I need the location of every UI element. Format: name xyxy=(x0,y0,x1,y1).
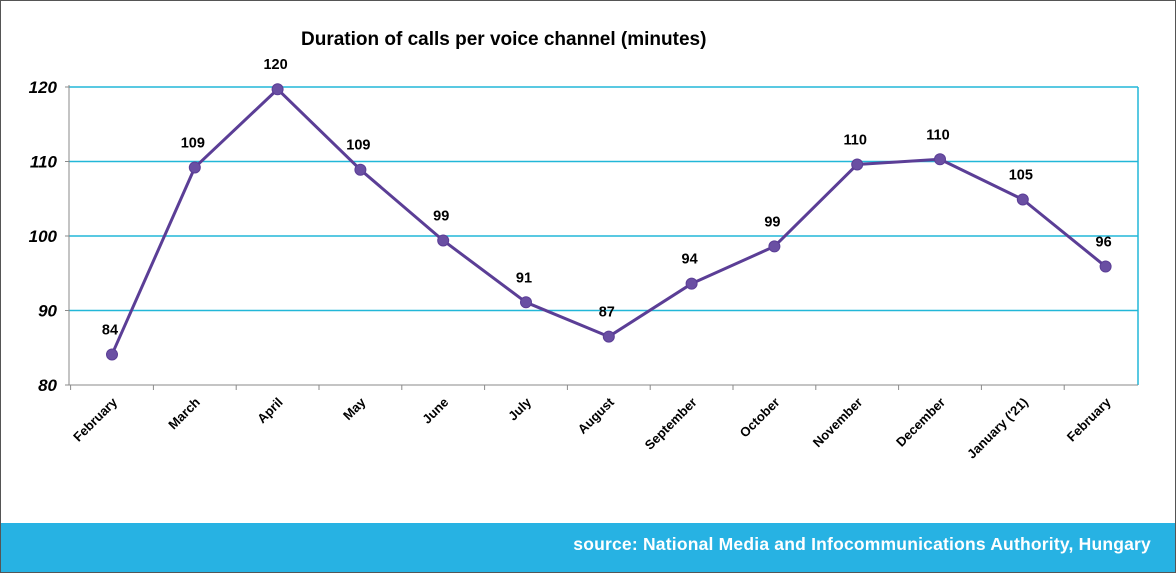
chart-title: Duration of calls per voice channel (min… xyxy=(301,29,707,50)
data-point xyxy=(520,296,532,309)
data-point xyxy=(934,153,946,166)
data-label: 110 xyxy=(926,127,949,143)
x-tick-label: November xyxy=(810,395,866,451)
data-label: 96 xyxy=(1096,235,1112,251)
data-point xyxy=(437,234,450,247)
y-tick-label: 90 xyxy=(38,302,57,321)
data-label: 120 xyxy=(263,57,287,73)
data-label: 109 xyxy=(181,135,205,151)
x-tick-label: August xyxy=(575,394,618,437)
x-tick-label: February xyxy=(1064,394,1114,444)
x-tick-label: March xyxy=(165,394,203,432)
x-tick-label: December xyxy=(893,395,948,450)
x-tick-label: July xyxy=(505,394,535,424)
data-label: 109 xyxy=(346,138,370,154)
data-point xyxy=(768,240,781,253)
data-label: 105 xyxy=(1009,167,1033,183)
x-tick-label: October xyxy=(737,395,783,441)
data-point xyxy=(851,158,864,171)
data-point xyxy=(1016,193,1029,206)
data-point xyxy=(354,163,367,176)
line-chart: 80 90 100 110 120 February March April May June Ju… xyxy=(29,57,1139,462)
data-label: 91 xyxy=(516,270,532,286)
data-point xyxy=(188,161,201,174)
y-tick-label: 80 xyxy=(38,376,57,395)
y-tick-label: 100 xyxy=(29,227,58,246)
data-label: 84 xyxy=(102,322,118,338)
data-label: 99 xyxy=(433,208,449,224)
data-point xyxy=(602,330,615,343)
x-tick-label: June xyxy=(419,395,451,427)
data-label: 94 xyxy=(682,252,698,268)
y-tick-label: 120 xyxy=(29,78,58,97)
x-tick-label: January ('21) xyxy=(964,395,1031,462)
x-tick-label: April xyxy=(254,395,286,427)
x-tick-label: May xyxy=(340,394,369,423)
x-tick-label: February xyxy=(70,394,120,444)
data-label: 99 xyxy=(764,214,780,230)
data-point xyxy=(106,348,118,361)
data-point xyxy=(271,83,284,96)
data-label: 110 xyxy=(843,132,866,148)
y-tick-label: 110 xyxy=(30,153,58,172)
source-banner: source: National Media and Infocommunica… xyxy=(1,523,1175,572)
source-text: source: National Media and Infocommunica… xyxy=(573,534,1151,554)
data-point xyxy=(685,277,698,290)
data-point xyxy=(1099,260,1112,273)
x-tick-label: September xyxy=(642,395,700,453)
data-label: 87 xyxy=(599,305,615,321)
